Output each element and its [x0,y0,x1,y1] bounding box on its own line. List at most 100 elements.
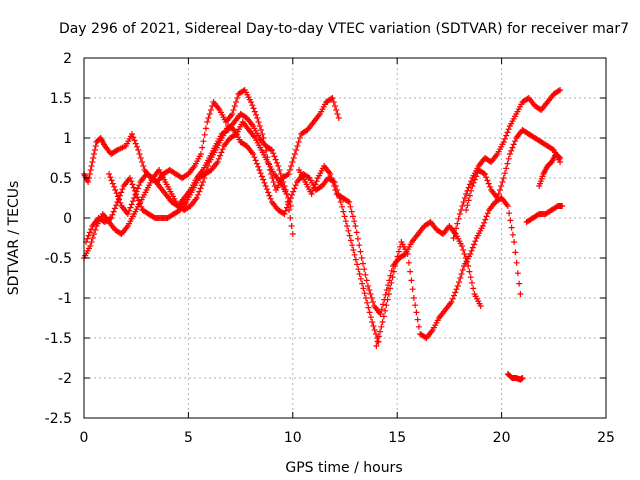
data-point [132,191,139,198]
data-point [486,183,493,190]
data-point [368,295,375,301]
data-point [457,275,464,281]
data-point [377,311,384,317]
data-point [267,195,274,202]
x-axis-label: GPS time / hours [285,460,402,476]
data-point [449,295,456,302]
data-point [505,126,512,133]
data-point [260,176,267,183]
data-point [387,285,394,292]
data-point [346,199,353,205]
data-point [282,207,289,214]
data-point [281,211,288,217]
data-point [313,178,320,185]
data-point [385,282,392,289]
data-point [360,285,367,292]
data-point [202,125,209,132]
data-point [345,227,352,234]
data-point [370,323,377,329]
data-point [383,302,390,309]
data-point [468,247,475,254]
data-point [129,181,136,188]
data-point [450,292,457,299]
data-point [460,247,467,253]
data-point [86,171,93,177]
data-point [259,131,266,137]
data-point [503,165,510,172]
data-point [362,295,369,301]
data-point [349,242,356,249]
data-point [291,185,298,192]
data-point [328,95,335,102]
data-point [129,198,136,205]
data-point [214,159,221,165]
data-point [354,261,361,268]
data-point [460,199,467,205]
data-point [350,247,357,253]
y-tick-label: -2 [58,371,72,387]
data-point [359,260,366,267]
data-point [134,185,141,192]
plot-frame [83,57,607,419]
data-point [366,287,373,293]
data-point [135,147,142,153]
data-point [517,291,524,297]
data-point [378,323,385,330]
data-point [273,159,280,166]
data-point [355,266,362,273]
data-point [285,171,292,177]
y-tick-label: -1 [58,291,72,307]
data-point [88,163,95,169]
data-point [407,268,414,275]
data-point [136,182,143,189]
data-point [373,343,380,349]
data-point [495,191,502,197]
data-point [130,184,137,191]
data-point [394,253,401,260]
series-track-k [536,151,564,189]
data-point [292,182,299,189]
data-point [366,309,373,316]
data-point [305,174,312,181]
data-markers [81,87,566,383]
data-point [450,235,457,241]
data-point [506,210,513,217]
data-point [275,163,282,169]
data-point [234,95,241,101]
data-point [296,135,303,141]
data-point [393,258,400,265]
data-point [348,208,355,215]
data-point [288,191,295,198]
data-point [349,213,356,220]
data-point [106,215,113,222]
data-point [508,224,515,231]
series-track-b [81,123,382,345]
data-point [233,99,240,105]
data-point [508,147,515,154]
data-point [290,155,297,161]
data-point [509,231,516,238]
data-point [347,203,354,210]
data-point [506,151,513,157]
data-point [218,149,225,156]
data-point [294,143,301,149]
data-point [412,302,419,309]
data-point [470,285,477,292]
data-point [361,266,368,273]
data-point [283,191,290,197]
data-point [519,375,526,381]
data-point [85,179,92,185]
data-point [133,188,140,195]
data-point [364,299,371,306]
data-point [118,189,125,196]
data-point [329,95,336,101]
data-point [137,155,144,161]
data-point [312,181,319,188]
data-point [263,186,270,193]
data-point [342,218,349,225]
data-point [232,131,239,138]
data-point [333,107,340,113]
data-point [471,176,478,183]
data-point [131,195,138,201]
data-point [513,259,520,266]
